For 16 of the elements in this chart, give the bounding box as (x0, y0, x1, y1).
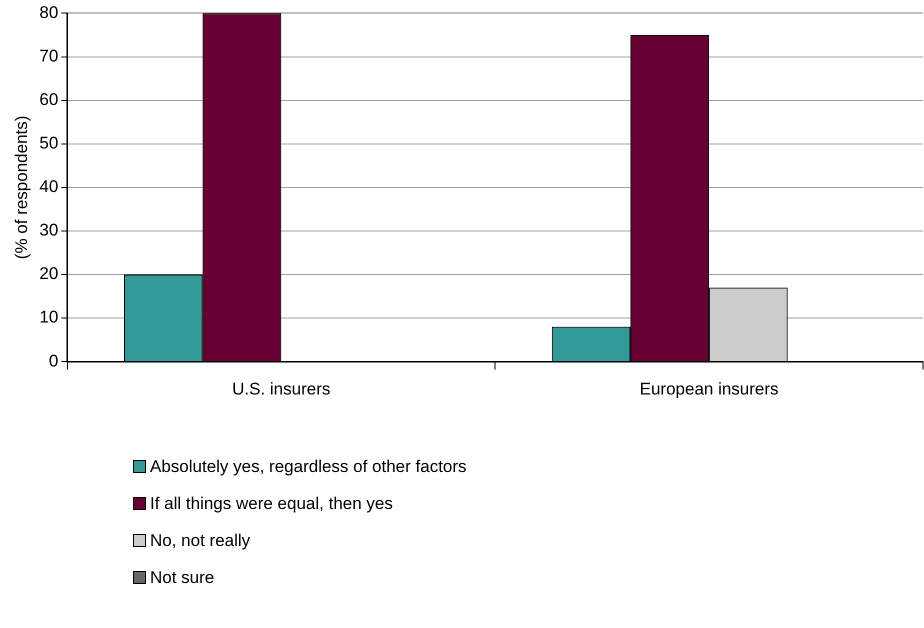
y-tick-label: 70 (39, 46, 58, 66)
y-tick-label: 20 (39, 264, 58, 284)
y-tick-label: 50 (39, 134, 58, 153)
y-tick-label: 40 (39, 177, 58, 196)
y-tick-label: 10 (39, 308, 58, 327)
legend-label: Not sure (149, 566, 216, 588)
y-tick-label: 60 (39, 90, 58, 109)
x-tick-label: European insurers (640, 379, 779, 398)
legend-label: Absolutely yes, regardless of other factors (149, 456, 467, 478)
y-tick-label: 80 (39, 2, 58, 22)
legend-label: If all things were equal, then yes (149, 492, 394, 514)
y-tick-label: 0 (48, 351, 58, 370)
x-tick-label: U.S. insurers (232, 379, 330, 398)
legend-label: No, not really (149, 530, 252, 552)
y-tick-label: 30 (39, 220, 58, 240)
y-axis-title: (% of respondents) (12, 116, 31, 260)
